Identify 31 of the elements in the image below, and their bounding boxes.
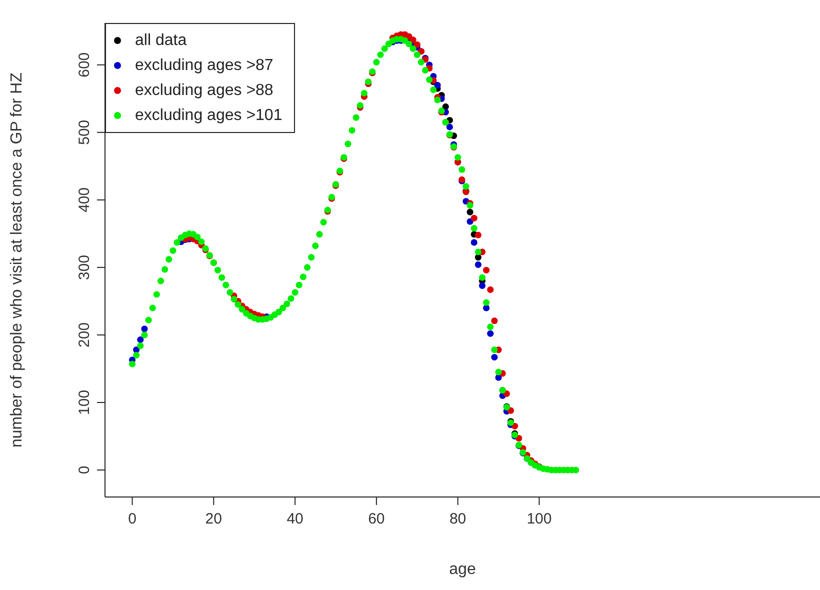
x-tick-label: 60 — [368, 510, 385, 528]
legend-label: excluding ages >88 — [135, 82, 274, 100]
x-tick-label: 0 — [128, 510, 136, 528]
y-tick-label: 500 — [76, 120, 93, 145]
point — [141, 326, 148, 332]
point — [487, 330, 494, 337]
y-axis-title: number of people who visit at least once a GP for HZ — [8, 72, 26, 448]
y-tick-label: 0 — [76, 466, 93, 474]
point — [474, 254, 482, 261]
legend-label: excluding ages >87 — [135, 56, 274, 74]
point — [137, 336, 144, 343]
point — [470, 239, 478, 246]
x-tick-label: 20 — [205, 510, 222, 528]
y-tick-label: 100 — [76, 390, 93, 415]
legend-label: all data — [135, 32, 187, 50]
x-axis-title: age — [449, 561, 476, 578]
x-tick-label: 100 — [526, 510, 552, 528]
point — [434, 82, 441, 88]
y-tick-label: 600 — [76, 52, 93, 78]
x-tick-label: 40 — [286, 510, 304, 528]
y-tick-label: 300 — [76, 254, 93, 280]
point — [491, 354, 498, 361]
legend-label: excluding ages >101 — [135, 106, 282, 124]
x-tick-label: 80 — [449, 510, 466, 528]
y-tick-label: 400 — [76, 187, 93, 212]
point — [478, 282, 486, 289]
point — [483, 304, 490, 312]
point — [446, 124, 453, 130]
point — [466, 208, 474, 216]
point — [474, 261, 482, 268]
y-tick-label: 200 — [76, 322, 93, 348]
